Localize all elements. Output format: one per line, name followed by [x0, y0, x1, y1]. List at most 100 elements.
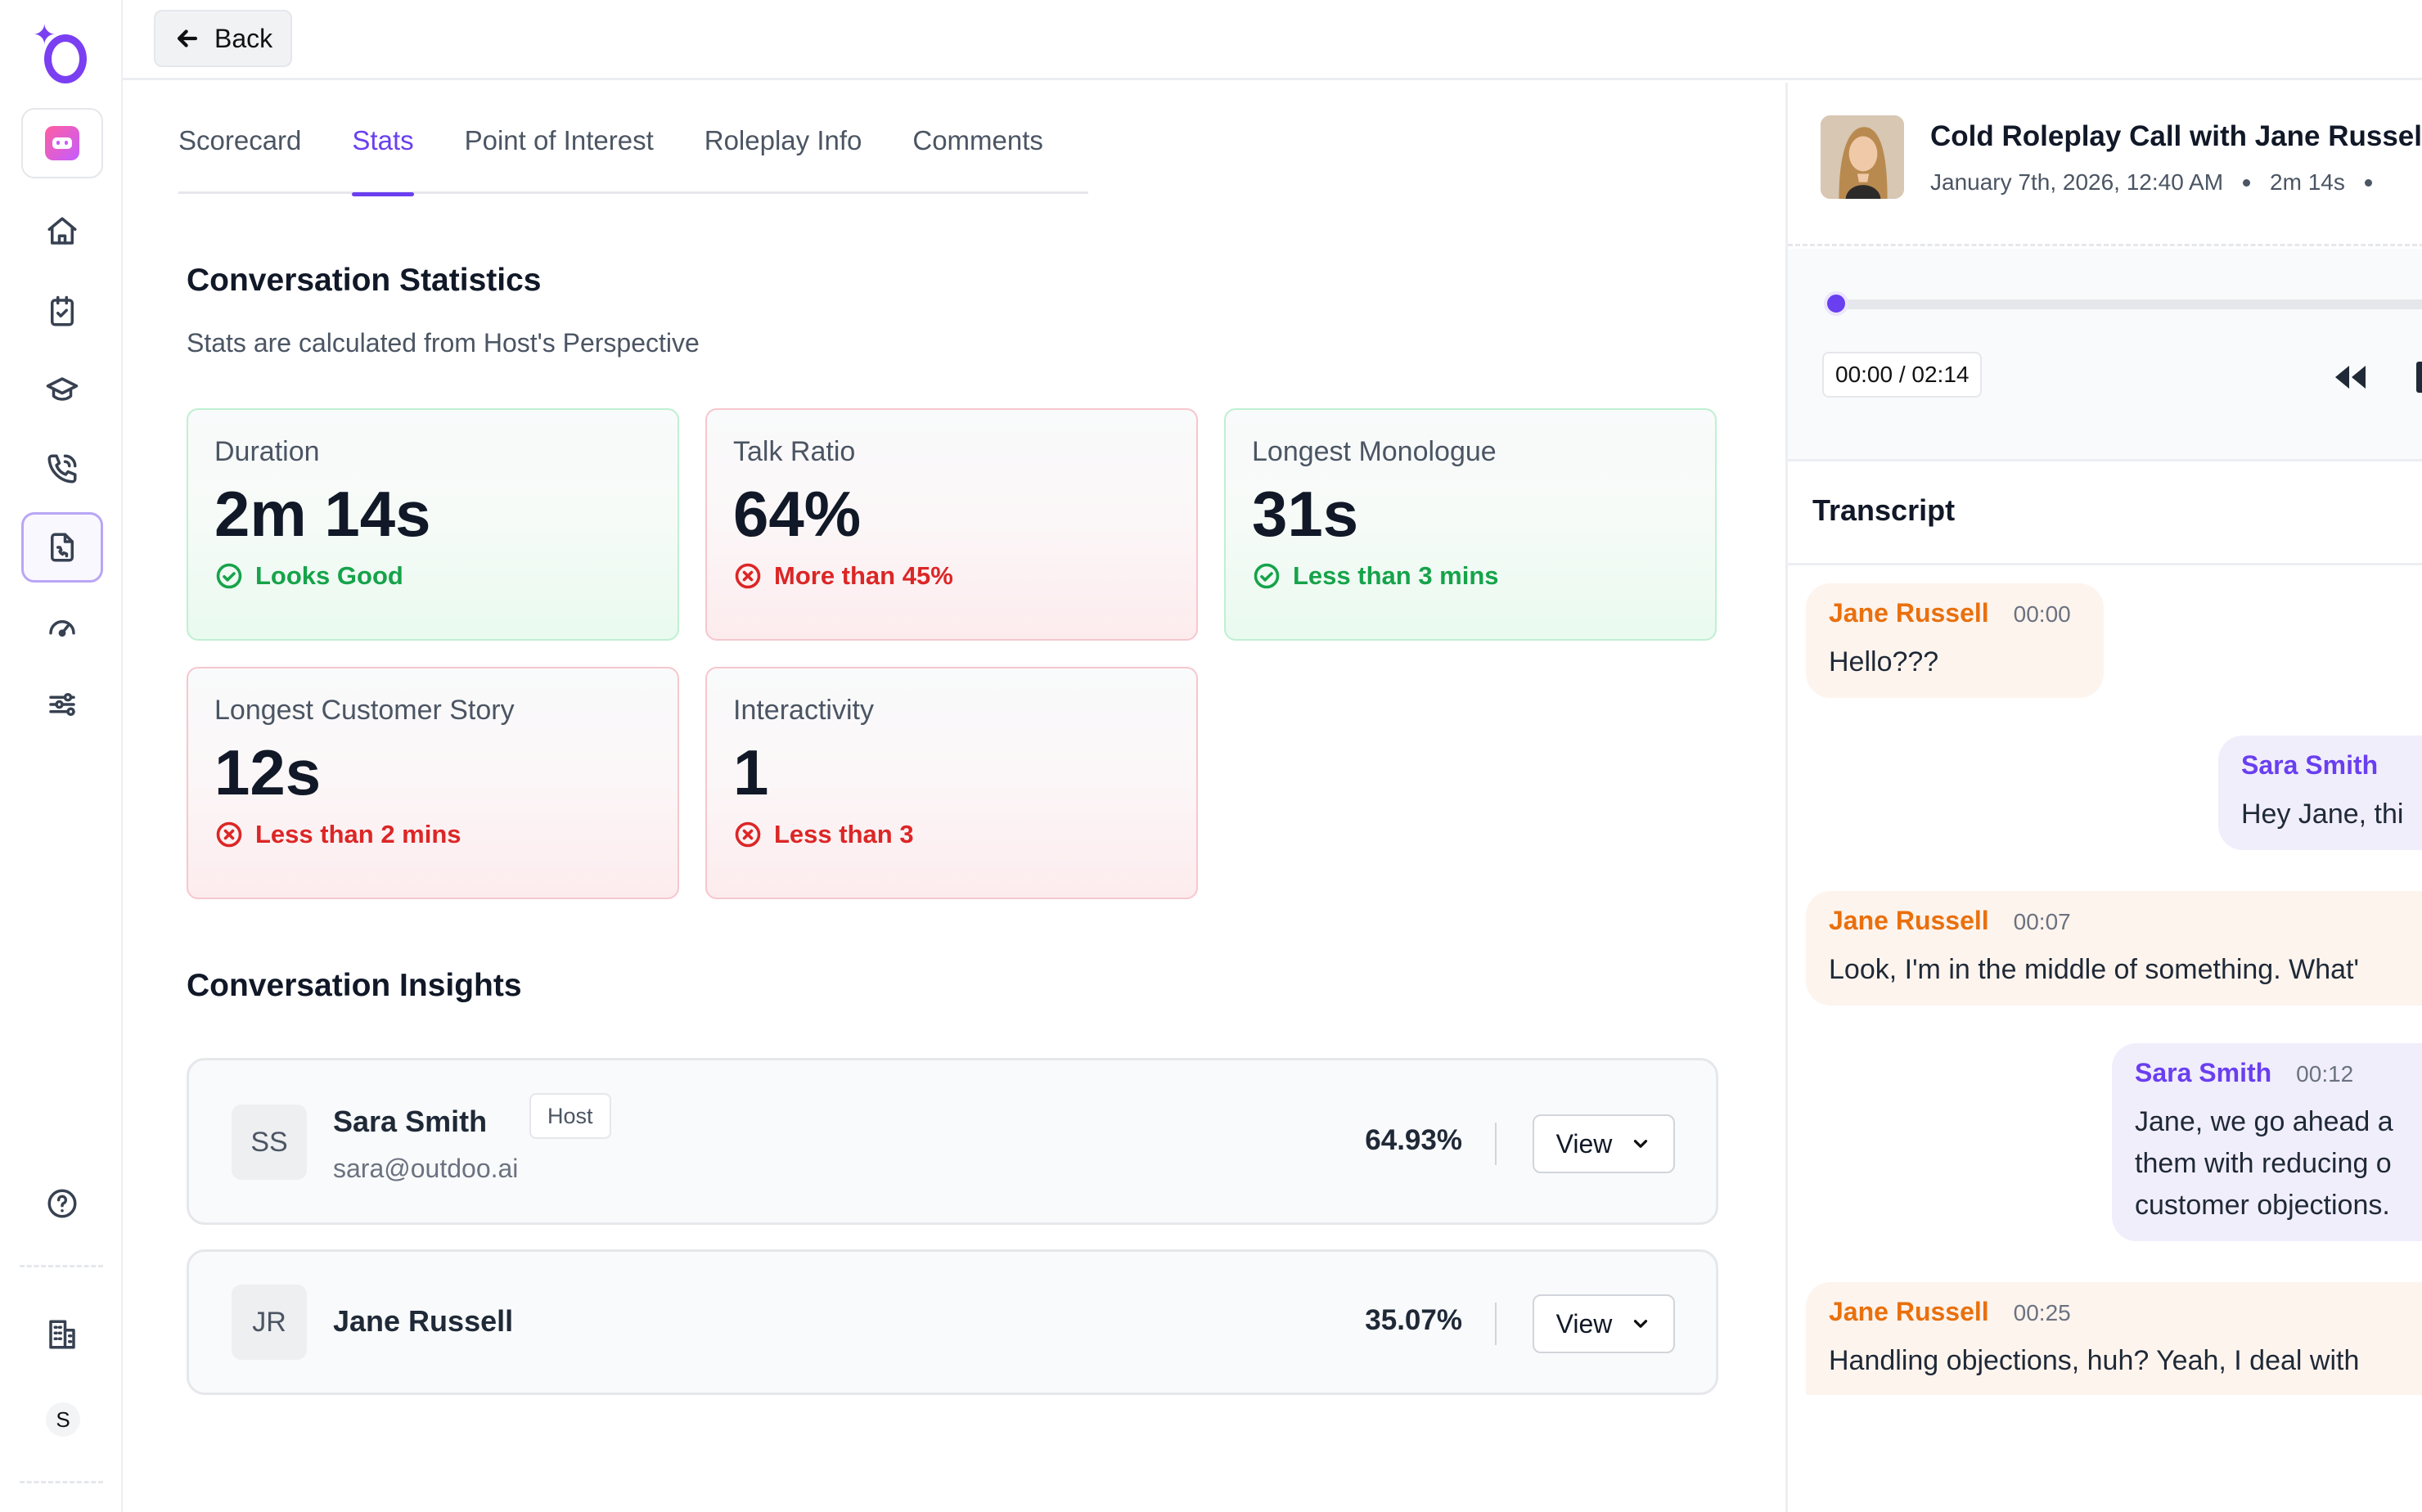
- transcript-title: Transcript: [1812, 493, 1956, 527]
- stat-status: Less than 2 mins: [214, 820, 651, 849]
- call-reviews-button[interactable]: [21, 512, 103, 583]
- transcript-message: Jane Russell 00:07 Look, I'm in the middl…: [1806, 891, 2422, 1006]
- progress-knob[interactable]: [1824, 291, 1848, 316]
- stats-content: Scorecard Stats Point of Interest Rolepl…: [123, 83, 1785, 1512]
- person-portrait-icon: [1821, 115, 1904, 199]
- transcript-message: Jane Russell 00:25 Handling objections, h…: [1806, 1282, 2422, 1395]
- bot-assistant-button[interactable]: [21, 108, 103, 178]
- participant-initials: SS: [232, 1105, 307, 1180]
- stat-status: Less than 3: [733, 820, 1170, 849]
- speaker-name: Sara Smith: [2135, 1058, 2272, 1087]
- stats-title: Conversation Statistics: [187, 263, 542, 298]
- x-circle-icon: [216, 821, 242, 848]
- call-panel: Cold Roleplay Call with Jane Russell Jan…: [1785, 83, 2422, 1512]
- sidebar-divider: [20, 1481, 103, 1483]
- view-dropdown-button[interactable]: View: [1533, 1294, 1675, 1353]
- help-button[interactable]: [21, 1168, 103, 1239]
- learning-button[interactable]: [21, 355, 103, 425]
- message-time: 00:25: [2013, 1300, 2071, 1325]
- view-label: View: [1555, 1308, 1613, 1339]
- calendar-button[interactable]: [21, 277, 103, 347]
- play-button[interactable]: [2416, 362, 2422, 393]
- stat-value: 31s: [1252, 478, 1359, 550]
- file-phone-icon: [51, 533, 74, 562]
- stat-card-duration: Duration 2m 14s Looks Good: [187, 408, 679, 641]
- stat-label: Interactivity: [733, 695, 874, 726]
- transcript-list[interactable]: Jane Russell 00:00 Hello??? Sara Smith He…: [1788, 565, 2422, 1395]
- stat-status: More than 45%: [733, 561, 1170, 591]
- stat-status: Looks Good: [214, 561, 651, 591]
- transcript-message: Sara Smith Hey Jane, thi: [2218, 736, 2422, 850]
- tab-comments[interactable]: Comments: [912, 125, 1043, 155]
- arrow-left-icon: [177, 29, 198, 47]
- message-line: Jane, we go ahead a: [2135, 1106, 2393, 1137]
- participant-name: Sara Smith: [333, 1105, 488, 1138]
- message-text: Look, I'm in the middle of something. Wh…: [1829, 954, 2359, 985]
- insight-row-host: SS Sara Smith Host sara@outdoo.ai 64.93%…: [187, 1058, 1718, 1225]
- check-circle-icon: [216, 563, 242, 589]
- message-line: customer objections.: [2135, 1190, 2390, 1221]
- progress-track[interactable]: [1832, 299, 2422, 309]
- calendar-check-icon: [51, 295, 74, 326]
- tab-roleplay-info[interactable]: Roleplay Info: [704, 125, 862, 155]
- message-time: 00:00: [2013, 601, 2071, 627]
- phone-call-icon: [47, 454, 77, 484]
- bot-icon: [45, 126, 79, 160]
- settings-button[interactable]: [21, 669, 103, 740]
- message-text: Hello???: [1829, 646, 1939, 677]
- participant-initials: JR: [232, 1285, 307, 1360]
- view-dropdown-button[interactable]: View: [1533, 1114, 1675, 1173]
- speaker-name: Jane Russell: [1829, 906, 1989, 935]
- tab-bar: Scorecard Stats Point of Interest Rolepl…: [178, 120, 1088, 196]
- speedometer-button[interactable]: [21, 591, 103, 661]
- divider: [1495, 1123, 1497, 1165]
- call-date: January 7th, 2026, 12:40 AM: [1930, 169, 2224, 195]
- stat-value: 2m 14s: [214, 478, 431, 550]
- call-duration: 2m 14s: [2270, 169, 2345, 195]
- sidebar-divider: [20, 1265, 103, 1267]
- message-time: 00:07: [2013, 909, 2071, 934]
- stat-card-longest-monologue: Longest Monologue 31s Less than 3 mins: [1224, 408, 1717, 641]
- stat-card-talk-ratio: Talk Ratio 64% More than 45%: [705, 408, 1198, 641]
- stat-label: Talk Ratio: [733, 436, 856, 467]
- talk-percent: 35.07%: [1365, 1304, 1462, 1336]
- graduation-cap-icon: [46, 377, 79, 401]
- stat-status-text: Less than 3 mins: [1293, 560, 1499, 590]
- call-header: Cold Roleplay Call with Jane Russell Jan…: [1788, 83, 2422, 246]
- home-button[interactable]: [21, 196, 103, 267]
- rewind-icon[interactable]: [2333, 363, 2369, 391]
- tab-point-of-interest[interactable]: Point of Interest: [464, 125, 654, 155]
- time-display: 00:00 / 02:14: [1822, 352, 1983, 398]
- stat-label: Longest Customer Story: [214, 695, 515, 726]
- participant-name: Jane Russell: [333, 1304, 514, 1338]
- user-avatar[interactable]: S: [46, 1402, 80, 1437]
- message-time: 00:12: [2296, 1061, 2354, 1087]
- message-text: Handling objections, huh? Yeah, I deal w…: [1829, 1345, 2360, 1376]
- participant-email: sara@outdoo.ai: [333, 1154, 519, 1183]
- organization-button[interactable]: [21, 1299, 103, 1370]
- back-label: Back: [214, 23, 273, 53]
- stat-card-interactivity: Interactivity 1 Less than 3: [705, 667, 1198, 899]
- stats-subtitle: Stats are calculated from Host's Perspec…: [187, 328, 700, 358]
- chevron-down-icon: [1634, 1140, 1648, 1148]
- dot-separator: [2243, 178, 2251, 187]
- calls-button[interactable]: [21, 434, 103, 504]
- chevron-down-icon: [1634, 1320, 1648, 1328]
- app-logo[interactable]: ✦: [29, 20, 95, 85]
- home-icon: [47, 217, 77, 245]
- back-button[interactable]: Back: [154, 10, 293, 67]
- icon-sidebar: ✦ S: [0, 0, 123, 1512]
- stat-status-text: Less than 3: [774, 819, 914, 848]
- call-meta: January 7th, 2026, 12:40 AM 2m 14s: [1930, 169, 2372, 196]
- x-circle-icon: [735, 821, 761, 848]
- tab-stats[interactable]: Stats: [352, 120, 414, 196]
- top-bar: Back: [123, 0, 2422, 80]
- speaker-name: Jane Russell: [1829, 1297, 1989, 1326]
- message-text: Jane, we go ahead a them with reducing o…: [2135, 1101, 2422, 1226]
- help-circle-icon: [47, 1189, 77, 1218]
- stat-value: 1: [733, 736, 769, 808]
- sliders-icon: [49, 693, 75, 716]
- tab-scorecard[interactable]: Scorecard: [178, 125, 302, 155]
- gauge-icon: [49, 620, 75, 637]
- stat-label: Longest Monologue: [1252, 436, 1497, 467]
